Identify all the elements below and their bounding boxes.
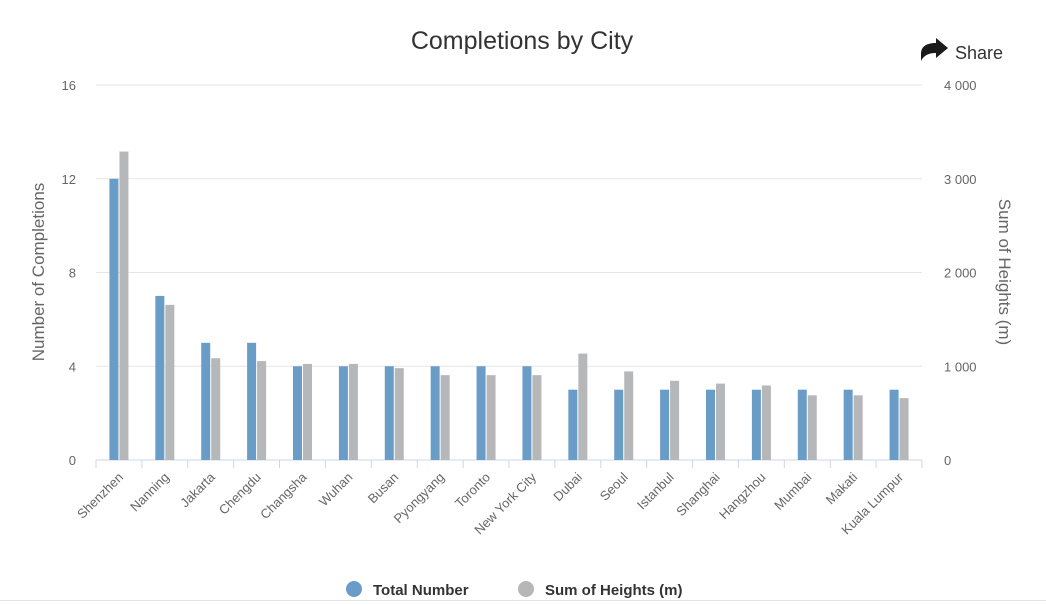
y-tick-label-left: 16	[62, 78, 76, 93]
bars	[109, 151, 909, 460]
x-category-label: Wuhan	[316, 470, 356, 510]
x-category-label: Mumbai	[771, 469, 814, 512]
legend-marker-total	[346, 581, 362, 597]
axes: 0 4 8 12 16 0 1 000 2 000 3 000 4 000	[62, 78, 977, 468]
bar-total-number	[751, 389, 761, 460]
legend-marker-heights	[518, 581, 534, 597]
bottom-divider	[0, 600, 1046, 601]
bar-total-number	[430, 366, 440, 460]
y-tick-label-left: 4	[69, 359, 76, 374]
bar-sum-of-heights	[578, 353, 588, 460]
bar-total-number	[706, 389, 715, 460]
bar-sum-of-heights	[716, 383, 725, 460]
x-category-label: Chengdu	[216, 470, 264, 518]
bar-total-number	[155, 295, 165, 460]
bar-total-number	[247, 342, 257, 460]
legend-item-total[interactable]: Total Number	[346, 581, 469, 599]
x-category-label: Nanning	[127, 470, 172, 515]
bar-total-number	[293, 366, 302, 460]
bar-total-number	[660, 389, 670, 460]
bar-sum-of-heights	[165, 304, 175, 460]
bar-sum-of-heights	[394, 368, 404, 460]
bar-total-number	[201, 342, 211, 460]
gridlines	[96, 84, 922, 367]
bar-total-number	[797, 389, 807, 460]
x-category-label: Jakarta	[177, 469, 218, 510]
y-tick-label-right: 2 000	[944, 266, 977, 281]
bar-sum-of-heights	[853, 395, 863, 460]
x-category-label: Changsha	[257, 469, 310, 522]
x-category-label: Istanbul	[634, 469, 677, 512]
legend-label-heights: Sum of Heights (m)	[545, 582, 683, 599]
bar-sum-of-heights	[670, 380, 680, 460]
x-category-label: Toronto	[452, 470, 493, 511]
share-label: Share	[955, 43, 1003, 63]
bar-sum-of-heights	[348, 363, 358, 460]
bar-total-number	[109, 178, 119, 460]
bar-sum-of-heights	[119, 151, 129, 460]
x-category-label: Dubai	[550, 469, 585, 504]
bar-sum-of-heights	[624, 371, 634, 460]
x-category-label: Makati	[823, 469, 861, 507]
y-tick-label-right: 0	[944, 453, 951, 468]
x-category-label: Busan	[365, 470, 402, 507]
legend-label-total: Total Number	[373, 582, 469, 599]
bar-total-number	[476, 366, 486, 460]
chart-title: Completions by City	[411, 27, 634, 55]
legend: Total Number Sum of Heights (m)	[346, 581, 683, 599]
bar-sum-of-heights	[532, 375, 542, 460]
legend-item-heights[interactable]: Sum of Heights (m)	[518, 581, 683, 599]
bar-sum-of-heights	[211, 358, 221, 460]
bar-sum-of-heights	[257, 361, 267, 460]
y-tick-label-left: 12	[62, 172, 76, 187]
y-axis-title-right: Sum of Heights (m)	[995, 199, 1014, 345]
y-tick-label-left: 8	[69, 266, 76, 281]
y-tick-label-right: 3 000	[944, 172, 977, 187]
share-button[interactable]: Share	[921, 38, 1003, 63]
bar-total-number	[889, 389, 899, 460]
x-category-label: Hangzhou	[716, 470, 769, 523]
bar-sum-of-heights	[807, 395, 817, 460]
bar-sum-of-heights	[899, 398, 909, 460]
x-category-label: Shenzhen	[74, 470, 126, 522]
bar-sum-of-heights	[440, 375, 450, 460]
share-arrow-icon	[921, 38, 948, 61]
bar-sum-of-heights	[761, 385, 771, 460]
bar-sum-of-heights	[303, 363, 312, 460]
y-tick-label-right: 1 000	[944, 359, 977, 374]
bar-total-number	[568, 389, 578, 460]
bar-total-number	[843, 389, 853, 460]
bar-sum-of-heights	[486, 375, 496, 460]
bar-total-number	[338, 366, 348, 460]
bar-total-number	[384, 366, 394, 460]
bar-total-number	[614, 389, 624, 460]
y-tick-label-left: 0	[69, 453, 76, 468]
y-axis-title-left: Number of Completions	[29, 183, 48, 362]
bar-total-number	[522, 366, 532, 460]
x-category-label: Seoul	[597, 469, 631, 503]
y-tick-label-right: 4 000	[944, 78, 977, 93]
